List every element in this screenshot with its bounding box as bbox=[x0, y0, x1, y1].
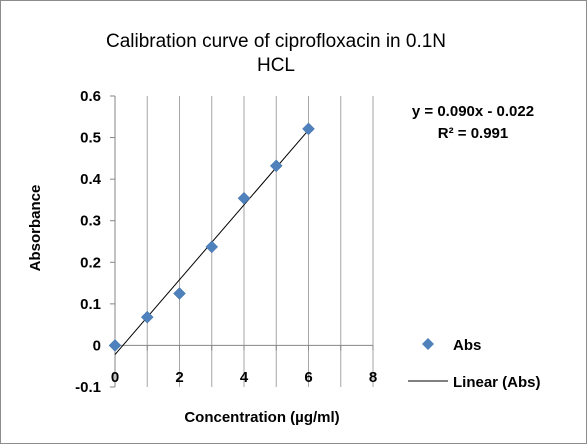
x-tick-label: 2 bbox=[175, 369, 183, 386]
y-tick-label: 0.3 bbox=[80, 213, 101, 230]
data-point bbox=[140, 310, 154, 324]
x-tick-label: 0 bbox=[111, 369, 119, 386]
data-point bbox=[302, 122, 315, 136]
y-axis-title: Absorbance bbox=[27, 185, 44, 272]
y-tick-label: 0.5 bbox=[80, 130, 101, 147]
y-tick-label: 0.2 bbox=[80, 254, 101, 271]
x-tick-label: 4 bbox=[240, 369, 249, 386]
x-axis-title: Concentration (µg/ml) bbox=[184, 409, 339, 426]
legend-diamond-marker bbox=[422, 338, 434, 350]
legend: Abs Linear (Abs) bbox=[408, 337, 541, 391]
x-tick-label: 8 bbox=[369, 369, 377, 386]
data-point bbox=[205, 240, 219, 254]
data-point bbox=[173, 287, 186, 300]
legend-label-linear: Linear (Abs) bbox=[453, 374, 541, 391]
y-tick-label: 0.6 bbox=[80, 88, 101, 105]
trendline-equation: y = 0.090x - 0.022 bbox=[412, 103, 534, 120]
y-tick-label: 0.4 bbox=[80, 171, 102, 188]
y-tick-label: -0.1 bbox=[75, 379, 101, 396]
chart-title-line-1: Calibration curve of ciprofloxacin in 0.… bbox=[106, 31, 446, 52]
chart-title-line-2: HCL bbox=[257, 55, 295, 76]
y-tick-label: 0 bbox=[93, 337, 101, 354]
r-squared-label: R² = 0.991 bbox=[438, 125, 508, 142]
legend-label-abs: Abs bbox=[453, 337, 481, 354]
x-tick-label: 6 bbox=[304, 369, 312, 386]
y-tick-label: 0.1 bbox=[80, 296, 101, 313]
data-point bbox=[237, 191, 251, 205]
data-point bbox=[108, 339, 122, 352]
data-point bbox=[269, 159, 283, 173]
